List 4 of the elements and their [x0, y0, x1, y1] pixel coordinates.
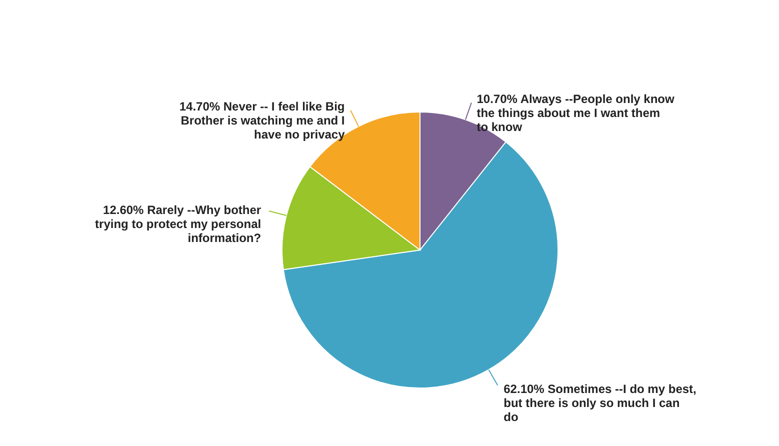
- slice-label: 10.70% Always --People only know the things about me I want them to know: [476, 92, 676, 134]
- slice-label: 12.60% Rarely --Why bother trying to protect my personal information?: [95, 203, 262, 246]
- slice-label: 62.10% Sometimes --I do my best, but there is only so much I can do: [504, 382, 696, 424]
- slice-label: 14.70% Never -- I feel like Big Brother is watching me and I have no privacy: [179, 100, 346, 142]
